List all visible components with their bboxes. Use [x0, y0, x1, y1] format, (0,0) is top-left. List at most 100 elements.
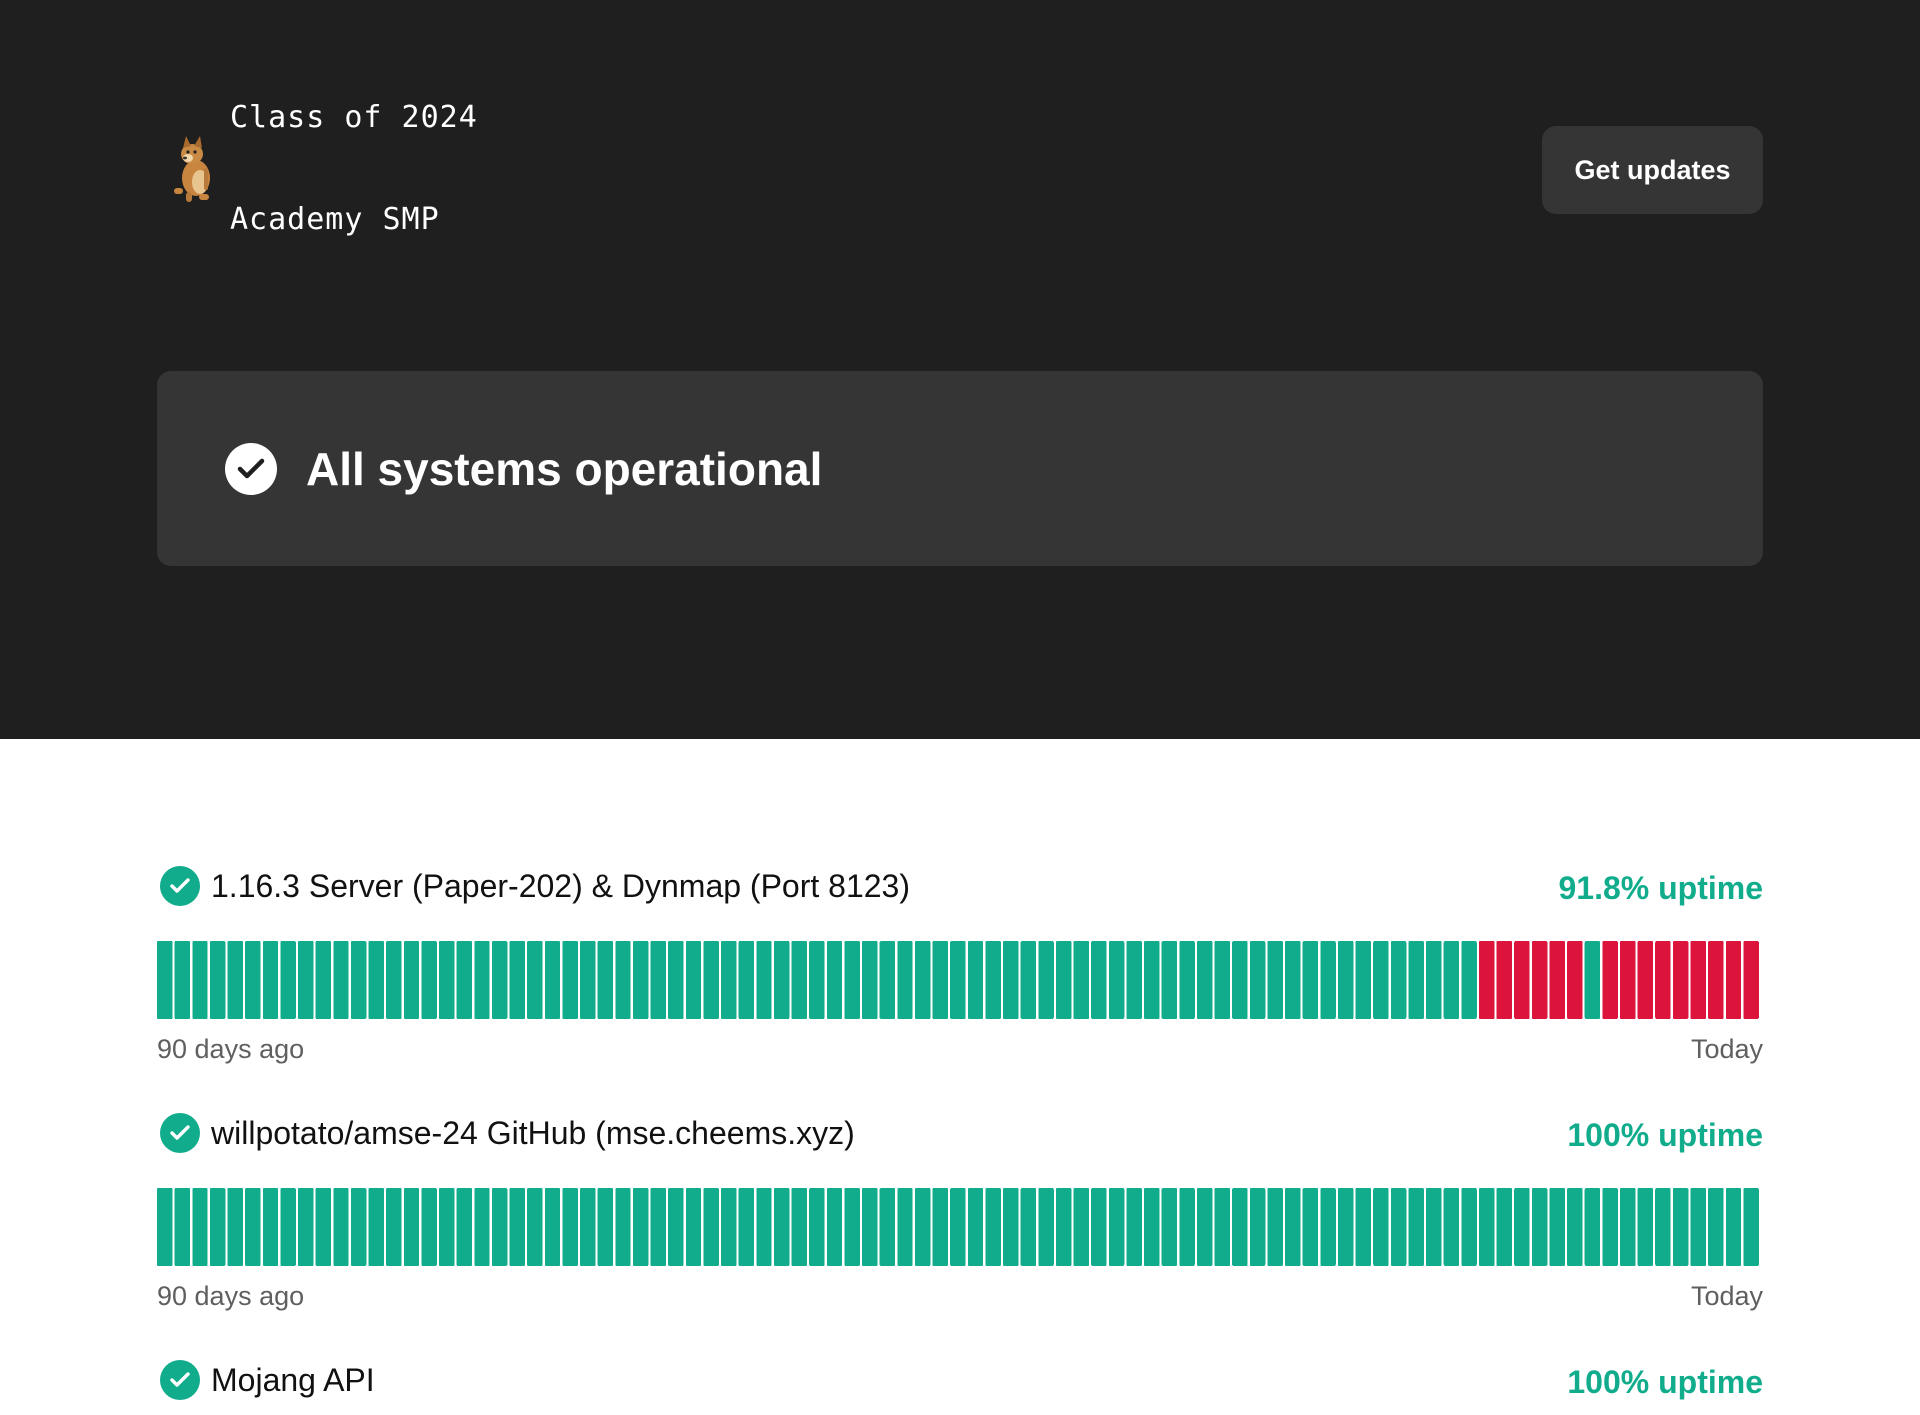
uptime-day-bar[interactable] [773, 1188, 790, 1266]
uptime-day-bar[interactable] [809, 1188, 825, 1266]
uptime-day-bar[interactable] [1461, 1188, 1477, 1266]
uptime-day-bar[interactable] [1091, 1188, 1107, 1266]
uptime-day-bar[interactable] [333, 1188, 349, 1266]
uptime-day-bar[interactable] [1267, 1188, 1283, 1266]
uptime-day-bar[interactable] [914, 1188, 931, 1266]
uptime-day-bar[interactable] [1161, 941, 1178, 1019]
uptime-day-bar[interactable] [1725, 1188, 1742, 1266]
uptime-day-bar[interactable] [544, 941, 561, 1019]
uptime-day-bar[interactable] [509, 941, 525, 1019]
uptime-day-bar[interactable] [1302, 941, 1319, 1019]
uptime-day-bar[interactable] [1267, 941, 1283, 1019]
uptime-day-bar[interactable] [1567, 1188, 1583, 1266]
uptime-day-bar[interactable] [1003, 941, 1019, 1019]
uptime-day-bar[interactable] [1337, 1188, 1354, 1266]
uptime-day-bar[interactable] [1514, 941, 1530, 1019]
uptime-day-bar[interactable] [1637, 941, 1654, 1019]
uptime-day-bar[interactable] [386, 941, 402, 1019]
uptime-day-bar[interactable] [1408, 1188, 1424, 1266]
uptime-day-bar[interactable] [685, 1188, 702, 1266]
uptime-day-bar[interactable] [1126, 1188, 1142, 1266]
uptime-day-bar[interactable] [1743, 941, 1759, 1019]
uptime-day-bar[interactable] [1426, 1188, 1442, 1266]
uptime-day-bar[interactable] [1249, 1188, 1266, 1266]
uptime-day-bar[interactable] [773, 941, 790, 1019]
uptime-day-bar[interactable] [1549, 1188, 1565, 1266]
uptime-day-bar[interactable] [1108, 941, 1125, 1019]
uptime-day-bar[interactable] [1655, 1188, 1671, 1266]
uptime-day-bar[interactable] [456, 941, 473, 1019]
uptime-day-bar[interactable] [1320, 941, 1336, 1019]
uptime-day-bar[interactable] [1478, 941, 1495, 1019]
uptime-day-bar[interactable] [826, 1188, 843, 1266]
uptime-day-bar[interactable] [580, 1188, 596, 1266]
uptime-day-bar[interactable] [315, 941, 332, 1019]
uptime-day-bar[interactable] [280, 1188, 296, 1266]
uptime-day-bar[interactable] [1144, 941, 1160, 1019]
uptime-day-bar[interactable] [967, 941, 984, 1019]
uptime-day-bar[interactable] [632, 1188, 649, 1266]
uptime-day-bar[interactable] [703, 1188, 719, 1266]
uptime-day-bar[interactable] [474, 1188, 490, 1266]
uptime-day-bar[interactable] [1038, 1188, 1054, 1266]
uptime-day-bar[interactable] [1602, 1188, 1618, 1266]
uptime-day-bar[interactable] [1091, 941, 1107, 1019]
uptime-day-bar[interactable] [1337, 941, 1354, 1019]
check-circle-icon[interactable] [160, 1360, 200, 1400]
uptime-day-bar[interactable] [1461, 941, 1477, 1019]
uptime-day-bar[interactable] [227, 1188, 243, 1266]
uptime-day-bar[interactable] [1672, 941, 1689, 1019]
uptime-day-bar[interactable] [1690, 941, 1706, 1019]
uptime-day-bar[interactable] [685, 941, 702, 1019]
uptime-day-bar[interactable] [950, 941, 966, 1019]
uptime-day-bar[interactable] [826, 941, 843, 1019]
uptime-day-bar[interactable] [1355, 1188, 1372, 1266]
uptime-day-bar[interactable] [1426, 941, 1442, 1019]
uptime-day-bar[interactable] [1567, 941, 1583, 1019]
uptime-day-bar[interactable] [844, 1188, 860, 1266]
uptime-day-bar[interactable] [315, 1188, 332, 1266]
uptime-day-bar[interactable] [1443, 941, 1460, 1019]
uptime-day-bar[interactable] [527, 1188, 543, 1266]
uptime-day-bar[interactable] [368, 1188, 384, 1266]
uptime-day-bar[interactable] [157, 1188, 173, 1266]
uptime-day-bar[interactable] [967, 1188, 984, 1266]
uptime-day-bar[interactable] [1496, 941, 1513, 1019]
uptime-day-bar[interactable] [1108, 1188, 1125, 1266]
uptime-day-bar[interactable] [562, 1188, 578, 1266]
uptime-day-bar[interactable] [227, 941, 243, 1019]
uptime-day-bar[interactable] [491, 941, 508, 1019]
uptime-day-bar[interactable] [245, 1188, 261, 1266]
uptime-day-bar[interactable] [950, 1188, 966, 1266]
uptime-day-bar[interactable] [985, 941, 1001, 1019]
uptime-day-bar[interactable] [1055, 1188, 1072, 1266]
uptime-day-bar[interactable] [985, 1188, 1001, 1266]
uptime-day-bar[interactable] [703, 941, 719, 1019]
uptime-day-bar[interactable] [1073, 1188, 1089, 1266]
uptime-day-bar[interactable] [1249, 941, 1266, 1019]
uptime-day-bar[interactable] [350, 941, 367, 1019]
uptime-day-bar[interactable] [615, 941, 631, 1019]
uptime-day-bar[interactable] [1584, 1188, 1601, 1266]
uptime-day-bar[interactable] [1672, 1188, 1689, 1266]
uptime-day-bar[interactable] [1355, 941, 1372, 1019]
uptime-day-bar[interactable] [1285, 1188, 1301, 1266]
uptime-day-bar[interactable] [245, 941, 261, 1019]
uptime-day-bar[interactable] [809, 941, 825, 1019]
uptime-day-bar[interactable] [350, 1188, 367, 1266]
uptime-day-bar[interactable] [1496, 1188, 1513, 1266]
uptime-day-bar[interactable] [280, 941, 296, 1019]
uptime-day-bar[interactable] [386, 1188, 402, 1266]
uptime-day-bar[interactable] [862, 941, 878, 1019]
uptime-day-bar[interactable] [615, 1188, 631, 1266]
uptime-day-bar[interactable] [1637, 1188, 1654, 1266]
uptime-day-bar[interactable] [632, 941, 649, 1019]
uptime-day-bar[interactable] [421, 1188, 437, 1266]
uptime-day-bar[interactable] [368, 941, 384, 1019]
uptime-day-bar[interactable] [1619, 1188, 1636, 1266]
uptime-day-bar[interactable] [668, 1188, 684, 1266]
uptime-day-bar[interactable] [1373, 1188, 1389, 1266]
uptime-day-bar[interactable] [879, 941, 896, 1019]
uptime-day-bar[interactable] [527, 941, 543, 1019]
uptime-day-bar[interactable] [862, 1188, 878, 1266]
